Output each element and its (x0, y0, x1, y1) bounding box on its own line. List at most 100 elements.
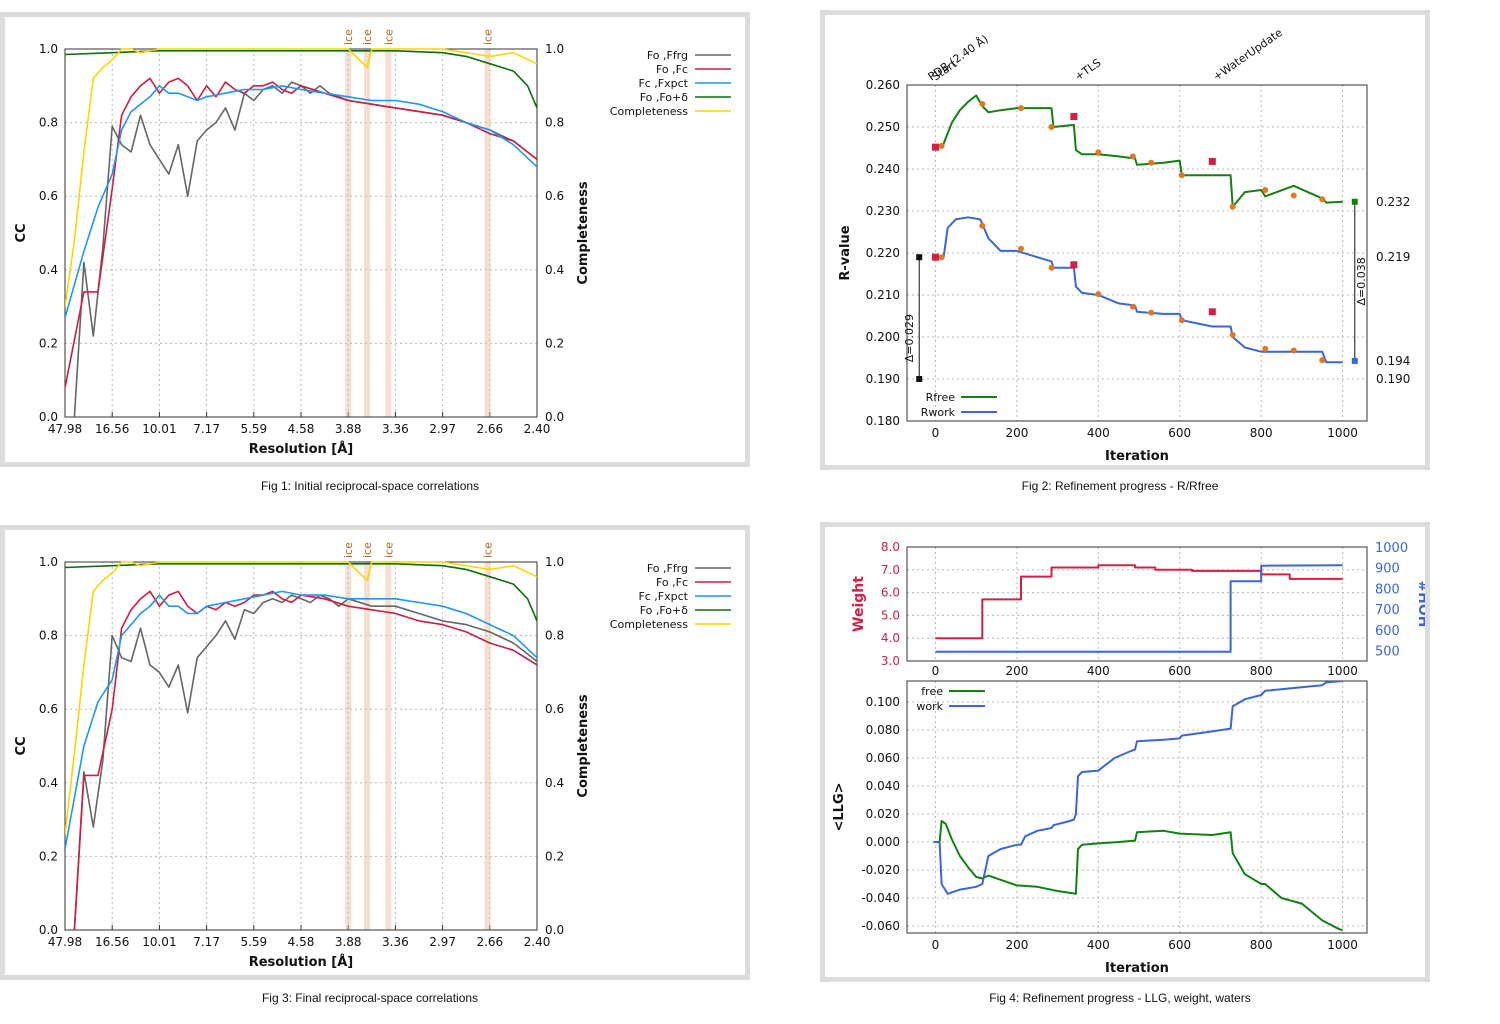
y-tick-label: 1.0 (39, 555, 58, 569)
delta-start-label: Δ=0.029 (903, 314, 916, 362)
fig4-panel: 0 200 400 600 800 1000 3.0 4.0 5.0 6.0 7.0 8.0 500 60… (820, 522, 1430, 982)
y2-tick-label: 500 (1375, 645, 1400, 660)
x-tick-label: 10.01 (142, 935, 176, 949)
fig4-caption: Fig 4: Refinement progress - LLG, weight… (989, 991, 1251, 1005)
y2-tick-label: 0.2 (545, 336, 564, 350)
y-tick-label: 0.190 (866, 372, 900, 386)
x-tick-label: 600 (1168, 426, 1191, 440)
x-tick-label: 800 (1250, 664, 1273, 678)
x-axis-title: Iteration (1105, 961, 1169, 976)
legend-label: Fo ,Ffrg (647, 49, 688, 62)
marker-rwork (1017, 245, 1024, 252)
x-tick-label: 47.98 (48, 422, 82, 436)
ice-label: ice (481, 542, 494, 558)
marker-rwork (1319, 357, 1326, 364)
x-tick-label: 2.97 (429, 422, 456, 436)
marker-rwork-reset (1070, 261, 1078, 269)
x-tick-label: 4.58 (288, 422, 315, 436)
x-tick-label: 200 (1005, 426, 1028, 440)
y2-tick-label: 0.8 (545, 116, 564, 130)
y2-tick-label: 0.2 (545, 849, 564, 863)
y2-tick-label: 1000 (1375, 541, 1408, 556)
marker-rwork (1129, 303, 1136, 310)
x-tick-label: 16.56 (95, 935, 129, 949)
y-tick-label: 3.0 (881, 654, 900, 668)
y-axis-title: CC (14, 736, 29, 755)
legend-label: Fo ,Fo+δ (640, 91, 689, 104)
x-tick-label: 0 (932, 426, 940, 440)
marker-rfree (1095, 149, 1102, 156)
y2-tick-label: 0.0 (545, 923, 564, 937)
y-tick-label: 0.0 (39, 410, 58, 424)
marker-rwork (1095, 291, 1102, 298)
fig1-caption: Fig 1: Initial reciprocal-space correlat… (260, 479, 480, 493)
x-axis-title: Resolution [Å] (249, 954, 354, 970)
x-tick-label: 5.59 (240, 422, 267, 436)
y-tick-label: 0.210 (866, 288, 900, 302)
series-completeness (65, 48, 537, 307)
y2-tick-label: 0.8 (545, 629, 564, 643)
marker-rfree (1319, 196, 1326, 203)
series-fo-fc (73, 590, 537, 930)
marker-rfree (1148, 159, 1155, 166)
y2-tick-label: 0.4 (545, 776, 564, 790)
y-tick-label: 0.250 (866, 120, 900, 134)
ice-label: ice (361, 542, 374, 558)
final-value-label: 0.219 (1376, 250, 1410, 264)
ice-band (484, 562, 491, 930)
marker-rfree (1048, 124, 1055, 130)
y-tick-label: 7.0 (881, 563, 900, 577)
ice-label: ice (361, 29, 374, 45)
x-axis-title: Iteration (1105, 449, 1169, 464)
marker-start-rfree (916, 254, 923, 261)
x-tick-label: 10.01 (142, 422, 176, 436)
marker-rwork-reset (1208, 308, 1216, 316)
marker-rfree (1290, 192, 1297, 199)
y-tick-label: 0.220 (866, 246, 900, 260)
y2-tick-label: 900 (1375, 562, 1400, 577)
y-axis-title: CC (14, 223, 29, 242)
legend-label: Rfree (926, 391, 956, 404)
y2-tick-label: 1.0 (545, 555, 564, 569)
y-tick-label: 8.0 (881, 540, 900, 554)
y-axis-title: R-value (838, 225, 853, 280)
series-fc-fxpct (65, 85, 537, 318)
x-tick-label: 400 (1087, 426, 1110, 440)
x-tick-label: 600 (1168, 664, 1191, 678)
x-tick-label: 5.59 (240, 935, 267, 949)
y-tick-label: 4.0 (881, 631, 900, 645)
x-tick-label: 800 (1250, 426, 1273, 440)
x-tick-label: 1000 (1327, 664, 1358, 678)
y-tick-label: 0.4 (39, 776, 58, 790)
y-tick-label: 0.060 (866, 751, 900, 765)
x-tick-label: 2.97 (429, 935, 456, 949)
legend-label: Fo ,Fc (656, 576, 688, 589)
fig2-panel: 0 200 400 600 800 1000 0.180 0.190 0.200 0.210 0.2… (820, 10, 1430, 470)
y-tick-label: 1.0 (39, 42, 58, 56)
event-label: +WaterUpdate (1211, 26, 1285, 84)
final-value-label: 0.190 (1376, 372, 1410, 386)
ice-band (484, 49, 491, 417)
ice-label: ice (342, 29, 355, 45)
marker-rfree (1017, 105, 1024, 112)
ice-label: ice (382, 29, 395, 45)
series-completeness (65, 561, 537, 835)
series-fo-fc (65, 77, 537, 388)
event-label: +TLS (1072, 56, 1103, 83)
y-tick-label: 0.260 (866, 78, 900, 92)
y-tick-label: 0.200 (866, 330, 900, 344)
x-tick-label: 400 (1087, 938, 1110, 952)
y2-tick-label: 0.6 (545, 702, 564, 716)
marker-rwork-reset (931, 253, 939, 261)
x-tick-label: 3.36 (382, 935, 409, 949)
fig3-chart: 47.98 16.56 10.01 7.17 5.59 4.58 3.88 3.36 2.97 2… (14, 542, 731, 970)
y-tick-label: 0.180 (866, 414, 900, 428)
marker-rfree (1229, 203, 1236, 210)
y2-tick-label: 0.4 (545, 263, 564, 277)
x-tick-label: 2.40 (524, 935, 551, 949)
marker-rwork (1262, 345, 1269, 352)
fig2-caption: Fig 2: Refinement progress - R/Rfree (1021, 479, 1219, 493)
legend-label: Fc ,Fxpct (638, 77, 688, 90)
series-rfree (938, 94, 1343, 208)
ice-band (385, 562, 392, 930)
